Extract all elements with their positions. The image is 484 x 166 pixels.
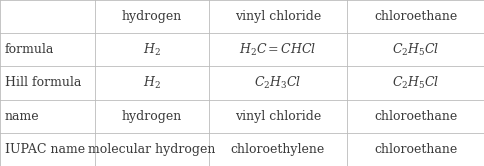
Text: chloroethane: chloroethane bbox=[374, 10, 456, 23]
Text: chloroethane: chloroethane bbox=[374, 110, 456, 123]
Text: molecular hydrogen: molecular hydrogen bbox=[88, 143, 215, 156]
Text: vinyl chloride: vinyl chloride bbox=[234, 110, 320, 123]
Text: chloroethylene: chloroethylene bbox=[230, 143, 324, 156]
Text: name: name bbox=[5, 110, 39, 123]
Text: chloroethane: chloroethane bbox=[374, 143, 456, 156]
Text: $H_2C{=}CHCl$: $H_2C{=}CHCl$ bbox=[239, 42, 316, 58]
Text: vinyl chloride: vinyl chloride bbox=[234, 10, 320, 23]
Text: $C_2H_5Cl$: $C_2H_5Cl$ bbox=[392, 75, 439, 91]
Text: Hill formula: Hill formula bbox=[5, 77, 81, 89]
Text: hydrogen: hydrogen bbox=[121, 10, 182, 23]
Text: IUPAC name: IUPAC name bbox=[5, 143, 85, 156]
Text: $C_2H_5Cl$: $C_2H_5Cl$ bbox=[392, 42, 439, 58]
Text: formula: formula bbox=[5, 43, 54, 56]
Text: $C_2H_3Cl$: $C_2H_3Cl$ bbox=[254, 75, 301, 91]
Text: hydrogen: hydrogen bbox=[121, 110, 182, 123]
Text: $H_2$: $H_2$ bbox=[142, 42, 160, 58]
Text: $H_2$: $H_2$ bbox=[142, 75, 160, 91]
